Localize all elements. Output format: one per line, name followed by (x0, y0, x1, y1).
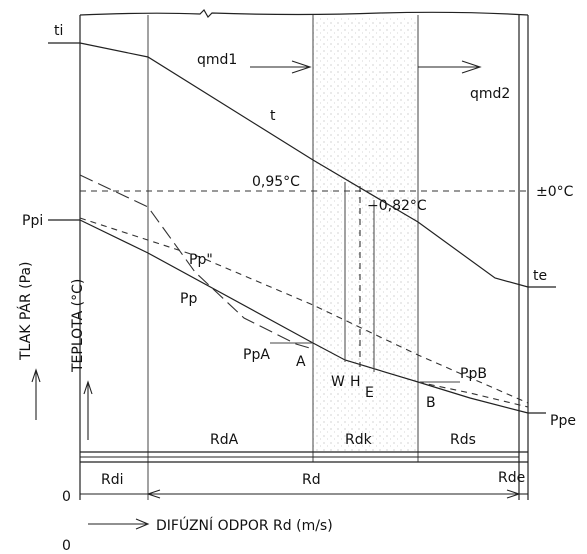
rd-arrowhead-right (506, 489, 521, 499)
temperature-line (79, 42, 529, 288)
label-ppe: Ppe (550, 413, 576, 429)
label-b: B (426, 395, 436, 411)
partial-pressure-line (79, 219, 529, 414)
label-rd: Rd (302, 472, 321, 488)
saturation-pressure-line (79, 174, 314, 350)
label-ppi: Ppi (22, 213, 43, 229)
y-arrowhead-1 (31, 368, 41, 383)
label-rde: Rde (498, 470, 525, 486)
label-temp2: −0,82°C (367, 198, 427, 214)
label-ppa: PpA (243, 347, 270, 363)
label-qmd2: qmd2 (470, 86, 510, 102)
label-zero-x: 0 (62, 538, 71, 554)
label-rdk: Rdk (345, 432, 373, 448)
label-qmd1: qmd1 (197, 52, 237, 68)
label-temp1: 0,95°C (252, 174, 300, 190)
y-arrowhead-2 (83, 380, 93, 395)
label-rda: RdA (210, 432, 239, 448)
label-a: A (296, 354, 306, 370)
qmd1-arrowhead (291, 60, 312, 74)
label-t: t (270, 108, 276, 124)
qmd2-arrowhead (461, 60, 482, 74)
label-y1: TLAK PÁR (Pa) (17, 262, 34, 362)
x-arrowhead (135, 518, 150, 530)
label-h: H (350, 374, 361, 390)
label-rdi: Rdi (101, 472, 124, 488)
label-xaxis: DIFÚZNÍ ODPOR Rd (m/s) (156, 516, 333, 534)
label-ppb: PpB (460, 366, 487, 382)
rd-arrowhead-left (146, 489, 161, 499)
label-w: W (331, 374, 345, 390)
label-e: E (365, 385, 374, 401)
label-te: te (533, 268, 547, 284)
label-zero-y: 0 (62, 489, 71, 505)
top-break-line (79, 9, 529, 18)
label-pp: Pp (180, 291, 197, 307)
label-rds: Rds (450, 432, 476, 448)
pressure-dashed-3 (417, 381, 529, 408)
label-pps: Pp" (189, 252, 213, 268)
label-zero: ±0°C (536, 184, 574, 200)
label-ti: ti (54, 23, 63, 39)
insulation-layer (313, 18, 418, 452)
label-y2: TEPLOTA (°C) (70, 279, 86, 373)
